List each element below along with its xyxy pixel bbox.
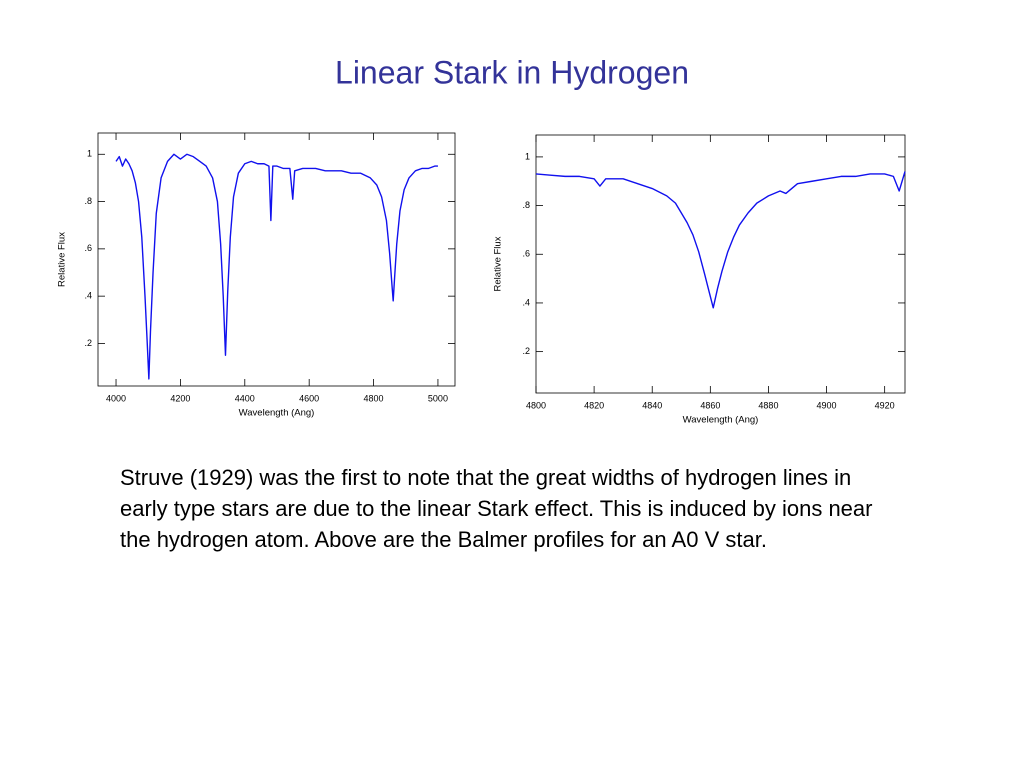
y-tick-label: .8 <box>84 196 92 206</box>
slide-title: Linear Stark in Hydrogen <box>335 54 689 90</box>
y-axis-label: Relative Flux <box>57 232 68 287</box>
y-tick-label: 1 <box>87 149 92 159</box>
y-tick-label: .6 <box>84 243 92 253</box>
x-axis-label: Wavelength (Ang) <box>239 408 315 419</box>
x-tick-label: 4800 <box>364 393 384 403</box>
y-tick-label: 1 <box>525 151 530 161</box>
y-tick-label: .8 <box>522 200 530 210</box>
x-tick-label: 4820 <box>584 400 604 410</box>
y-tick-label: .4 <box>522 297 530 307</box>
x-tick-label: 4920 <box>875 400 895 410</box>
x-tick-label: 4840 <box>642 400 662 410</box>
x-tick-label: 4880 <box>758 400 778 410</box>
y-axis-label: Relative Flux <box>493 236 504 291</box>
x-tick-label: 4800 <box>526 400 546 410</box>
body-text: Struve (1929) was the first to note that… <box>120 465 873 552</box>
x-tick-label: 4600 <box>299 393 319 403</box>
x-axis-label: Wavelength (Ang) <box>683 415 759 426</box>
y-tick-label: .2 <box>522 346 530 356</box>
plot-frame <box>97 132 456 387</box>
y-tick-label: .2 <box>84 338 92 348</box>
x-tick-label: 5000 <box>428 393 448 403</box>
x-tick-label: 4200 <box>170 393 190 403</box>
plot-frame <box>535 134 906 394</box>
x-tick-label: 4000 <box>106 393 126 403</box>
x-tick-label: 4400 <box>235 393 255 403</box>
spectrum-line <box>535 171 906 309</box>
x-tick-label: 4860 <box>700 400 720 410</box>
spectrum-line <box>115 153 438 380</box>
y-tick-label: .6 <box>522 249 530 259</box>
x-tick-label: 4900 <box>817 400 837 410</box>
y-tick-label: .4 <box>84 291 92 301</box>
